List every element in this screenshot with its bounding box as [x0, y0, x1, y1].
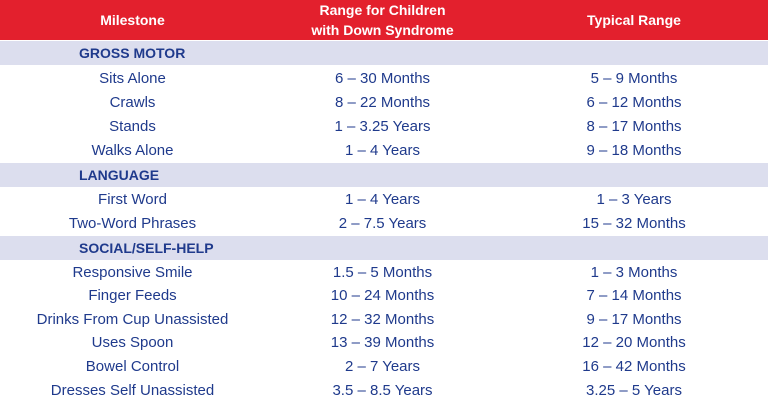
typical-range-cell: 7 – 14 Months — [586, 287, 682, 304]
milestone-cell: Uses Spoon — [91, 334, 174, 351]
milestone-cell: Stands — [109, 118, 156, 135]
table-row: Dresses Self Unassisted 3.5 – 8.5 Years … — [0, 379, 768, 403]
ds-range-cell: 12 – 32 Months — [330, 311, 435, 328]
typical-range-cell: 1 – 3 Months — [590, 264, 678, 281]
section-title: GROSS MOTOR — [79, 45, 186, 61]
milestone-cell: Walks Alone — [91, 142, 174, 159]
table-row: Drinks From Cup Unassisted 12 – 32 Month… — [0, 308, 768, 332]
typical-range-cell: 15 – 32 Months — [582, 215, 686, 232]
table-row: Uses Spoon 13 – 39 Months 12 – 20 Months — [0, 331, 768, 355]
ds-range-cell: 1.5 – 5 Months — [332, 264, 433, 281]
milestone-cell: Sits Alone — [99, 70, 166, 87]
ds-range-cell: 6 – 30 Months — [334, 70, 431, 87]
section-title: SOCIAL/SELF-HELP — [79, 240, 214, 256]
typical-range-cell: 5 – 9 Months — [590, 70, 678, 87]
ds-range-cell: 1 – 4 Years — [344, 142, 421, 159]
milestone-cell: Finger Feeds — [88, 287, 177, 304]
typical-range-cell: 12 – 20 Months — [582, 334, 686, 351]
header-range-down-syndrome-line2: with Down Syndrome — [311, 22, 454, 38]
ds-range-cell: 3.5 – 8.5 Years — [332, 382, 433, 399]
table-row: First Word 1 – 4 Years 1 – 3 Years — [0, 188, 768, 212]
ds-range-cell: 10 – 24 Months — [330, 287, 435, 304]
milestone-cell: Drinks From Cup Unassisted — [36, 311, 229, 328]
table-row: Stands 1 – 3.25 Years 8 – 17 Months — [0, 115, 768, 139]
ds-range-cell: 2 – 7.5 Years — [338, 215, 427, 232]
typical-range-cell: 1 – 3 Years — [596, 191, 672, 208]
header-typical-range: Typical Range — [587, 12, 681, 28]
milestone-cell: Responsive Smile — [72, 264, 193, 281]
table-row: Responsive Smile 1.5 – 5 Months 1 – 3 Mo… — [0, 261, 768, 285]
section-language: LANGUAGE — [0, 163, 768, 187]
milestone-cell: First Word — [98, 191, 167, 208]
typical-range-cell: 9 – 18 Months — [586, 142, 682, 159]
section-title: LANGUAGE — [79, 167, 160, 183]
table-row: Finger Feeds 10 – 24 Months 7 – 14 Month… — [0, 284, 768, 308]
typical-range-cell: 9 – 17 Months — [586, 311, 682, 328]
ds-range-cell: 8 – 22 Months — [334, 94, 431, 111]
table-row: Two-Word Phrases 2 – 7.5 Years 15 – 32 M… — [0, 212, 768, 236]
typical-range-cell: 6 – 12 Months — [586, 94, 682, 111]
typical-range-cell: 3.25 – 5 Years — [586, 382, 682, 399]
table-row: Bowel Control 2 – 7 Years 16 – 42 Months — [0, 355, 768, 379]
typical-range-cell: 16 – 42 Months — [582, 358, 686, 375]
ds-range-cell: 2 – 7 Years — [344, 358, 421, 375]
header-range-down-syndrome-line1: Range for Children — [319, 2, 446, 18]
table-row: Crawls 8 – 22 Months 6 – 12 Months — [0, 91, 768, 115]
typical-range-cell: 8 – 17 Months — [586, 118, 682, 135]
table-row: Walks Alone 1 – 4 Years 9 – 18 Months — [0, 139, 768, 163]
header-milestone: Milestone — [100, 12, 165, 28]
milestone-cell: Bowel Control — [85, 358, 180, 375]
milestone-cell: Crawls — [109, 94, 156, 111]
section-social-self-help: SOCIAL/SELF-HELP — [0, 236, 768, 260]
table-header: Milestone Range for Children with Down S… — [0, 0, 768, 40]
header-range-down-syndrome: Range for Children with Down Syndrome — [265, 0, 500, 40]
milestone-cell: Two-Word Phrases — [68, 215, 197, 232]
ds-range-cell: 1 – 4 Years — [344, 191, 421, 208]
ds-range-cell: 13 – 39 Months — [330, 334, 435, 351]
milestone-cell: Dresses Self Unassisted — [50, 382, 215, 399]
table-row: Sits Alone 6 – 30 Months 5 – 9 Months — [0, 67, 768, 91]
section-gross-motor: GROSS MOTOR — [0, 41, 768, 65]
ds-range-cell: 1 – 3.25 Years — [334, 118, 431, 135]
